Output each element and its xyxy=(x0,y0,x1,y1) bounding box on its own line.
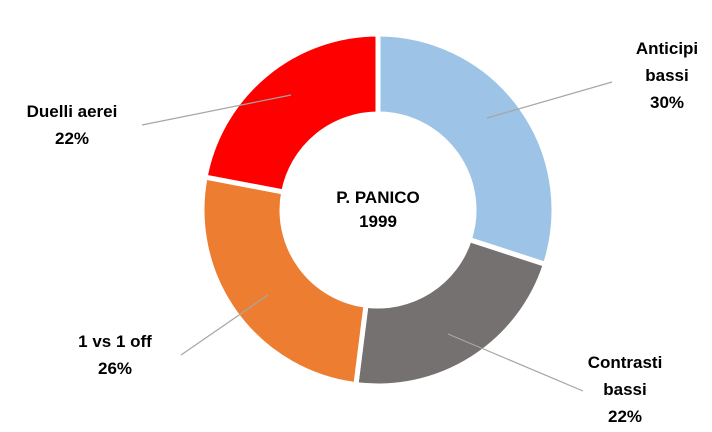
slice-category-label-2: 1 vs 1 off xyxy=(78,332,152,351)
slice-2 xyxy=(199,174,369,388)
slice-category-label-1: Contrasti xyxy=(588,353,663,372)
leader-line-3 xyxy=(141,94,292,126)
slice-value-label-1: 22% xyxy=(608,407,642,426)
slice-0 xyxy=(375,31,557,268)
slice-category-label-0: bassi xyxy=(645,66,688,85)
slice-category-label-0: Anticipi xyxy=(636,39,698,58)
slice-1 xyxy=(353,236,549,389)
slice-category-label-1: bassi xyxy=(603,380,646,399)
slice-labels: Anticipi bassi 30% Contrasti bassi 22% 1 vs 1 … xyxy=(27,39,699,426)
slice-value-label-2: 26% xyxy=(98,359,132,378)
leader-line-2 xyxy=(180,294,269,356)
slice-category-label-3: Duelli aerei xyxy=(27,102,118,121)
center-label-line-2: 1999 xyxy=(359,212,397,231)
slice-value-label-0: 30% xyxy=(650,93,684,112)
leader-line-0 xyxy=(486,81,613,119)
slice-value-label-3: 22% xyxy=(55,129,89,148)
center-label-line-1: P. PANICO xyxy=(336,188,419,207)
slice-3 xyxy=(202,31,381,195)
leader-line-1 xyxy=(447,333,584,392)
donut-slices xyxy=(199,31,557,389)
leader-lines xyxy=(141,81,613,392)
